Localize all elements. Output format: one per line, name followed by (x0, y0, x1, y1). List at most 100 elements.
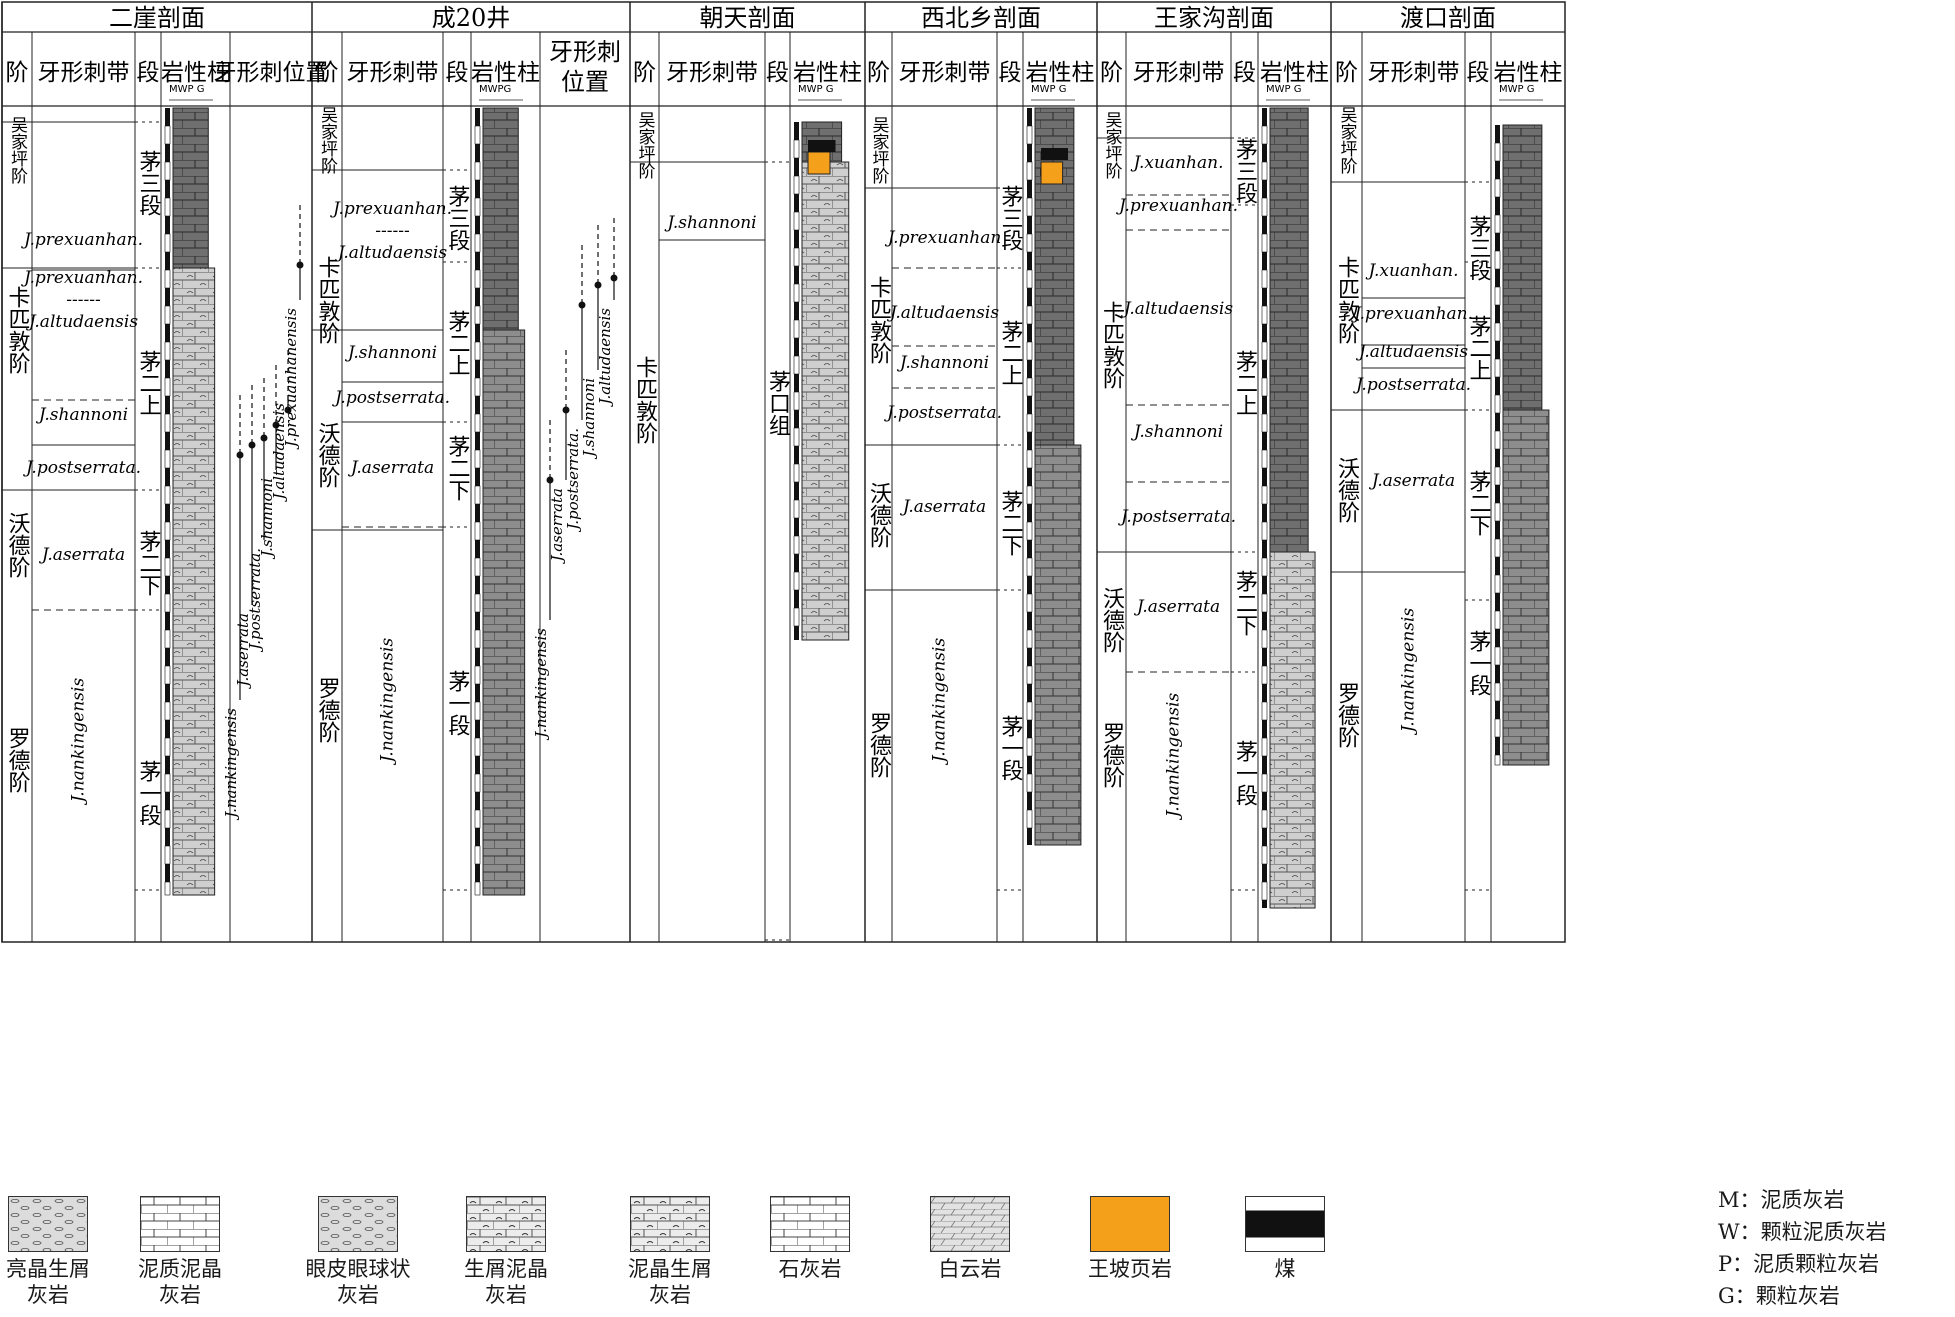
member-label: 茅二上 (998, 320, 1024, 386)
zone-label: J.postserrata. (23, 458, 141, 478)
column-header: 段 (1233, 60, 1256, 86)
scale-bar-segment (474, 845, 481, 865)
scale-bar-segment (164, 737, 171, 757)
scale-bar-segment (164, 269, 171, 289)
column-header: 阶 (1335, 60, 1358, 86)
zone-label: J.altudaensis (26, 312, 138, 332)
scale-bar-segment (793, 427, 800, 447)
scale-bar-segment (475, 540, 480, 558)
zone-label: J.nankingensis (930, 638, 950, 766)
conodont-first-occurrence (272, 421, 280, 429)
wangpo-shale-bed (807, 151, 831, 175)
scale-bar-segment (1495, 485, 1500, 503)
legend-swatch (466, 1196, 546, 1252)
scale-bar-segment (1262, 720, 1267, 738)
scale-bar-segment (794, 554, 799, 572)
stage-label: 沃德阶 (315, 422, 341, 488)
zone-label: J.altudaensis (1356, 342, 1468, 362)
column-header: 岩性柱 (1026, 60, 1095, 86)
scale-bar-segment (1495, 557, 1500, 575)
scale-bar-segment (1494, 214, 1501, 234)
zone-label: J.altudaensis (887, 303, 999, 323)
stage-label: 吴家坪阶 (635, 111, 656, 179)
stage-label: 罗德阶 (1334, 682, 1360, 748)
scale-bar-segment (1494, 574, 1501, 594)
coal-bed (1041, 148, 1068, 160)
scale-bar-segment (1262, 900, 1267, 908)
scale-bar-segment (474, 161, 481, 181)
member-label: 茅三段 (1232, 138, 1258, 204)
column-header: 段 (999, 60, 1022, 86)
legend-swatch (140, 1196, 220, 1252)
zone-label: J.postserrata. (332, 388, 450, 408)
zone-label: J.nankingensis (69, 678, 89, 806)
scale-bar-segment (1495, 197, 1500, 215)
scale-bar-segment (165, 468, 170, 486)
scale-bar-segment (474, 305, 481, 325)
zone-label: J.nankingensis (1399, 608, 1419, 736)
conodont-first-occurrence (610, 274, 618, 282)
scale-bar-segment (165, 756, 170, 774)
scale-bar-segment (164, 197, 171, 217)
scale-bar-segment (794, 518, 799, 536)
zone-label: J.aserrata (348, 458, 434, 478)
scale-bar-segment (165, 360, 170, 378)
column-header: 牙形刺带 (1368, 60, 1460, 86)
scale-bar-segment (475, 180, 480, 198)
scale-bar-segment (475, 108, 480, 126)
scale-bar-segment (474, 197, 481, 217)
lith-code-ticks: MWP G (798, 84, 833, 95)
member-label: 茅二下 (1232, 570, 1258, 636)
zone-label: J.altudaensis (335, 243, 447, 263)
conodont-first-occurrence (260, 434, 268, 442)
scale-bar-segment (1495, 413, 1500, 431)
scale-bar-segment (1027, 144, 1032, 162)
member-label: 茅三段 (1466, 215, 1492, 281)
scale-bar-segment (164, 125, 171, 145)
scale-bar-segment (1494, 466, 1501, 486)
member-label: 茅三段 (136, 150, 162, 216)
conodont-range-label: J.nankingensis (222, 708, 240, 821)
scale-bar-segment (1495, 665, 1500, 683)
member-label: 茅一段 (1466, 630, 1492, 696)
member-label: 茅二下 (445, 435, 471, 501)
scale-bar-segment (165, 684, 170, 702)
scale-bar-segment (1026, 521, 1033, 541)
scale-bar-segment (1027, 324, 1032, 342)
lithology-column-lower (1502, 409, 1550, 766)
scale-bar-segment (1262, 684, 1267, 702)
member-label: 茅一段 (136, 760, 162, 826)
scale-bar-segment (474, 881, 481, 896)
legend-label: 煤 (1274, 1257, 1296, 1281)
scale-bar-segment (1494, 754, 1501, 766)
scale-bar-segment (1494, 682, 1501, 702)
scale-bar-segment (1262, 324, 1267, 342)
stage-label: 沃德阶 (5, 512, 31, 578)
legend-label: 亮晶生屑 灰岩 (6, 1257, 90, 1307)
member-label: 茅一段 (445, 670, 471, 736)
scale-bar-segment (1495, 305, 1500, 323)
zone-label: J.shannoni (897, 353, 989, 373)
scale-bar-segment (474, 269, 481, 289)
zone-label: ------ (375, 221, 409, 241)
column-header: 阶 (316, 60, 339, 86)
scale-bar-segment (165, 180, 170, 198)
scale-bar-segment (793, 571, 800, 591)
scale-bar-segment (793, 283, 800, 303)
scale-bar-segment (1027, 252, 1032, 270)
zone-label: J.shannoni (345, 343, 437, 363)
zone-label: J.prexuanhan (885, 228, 1002, 248)
column-header: 牙形刺带 (38, 60, 130, 86)
scale-bar-segment (1027, 648, 1032, 666)
scale-bar-segment (1261, 341, 1268, 361)
scale-bar-segment (474, 521, 481, 541)
zone-label: J.aserrata (1369, 471, 1455, 491)
scale-bar-segment (1495, 701, 1500, 719)
scale-bar-segment (1494, 718, 1501, 738)
column-header: 岩性柱 (793, 60, 862, 86)
column-header: 岩性柱 (471, 60, 540, 86)
zone-label: J.nankingensis (1164, 693, 1184, 821)
scale-bar-segment (1494, 646, 1501, 666)
scale-bar-segment (794, 446, 799, 464)
scale-bar-segment (793, 535, 800, 555)
